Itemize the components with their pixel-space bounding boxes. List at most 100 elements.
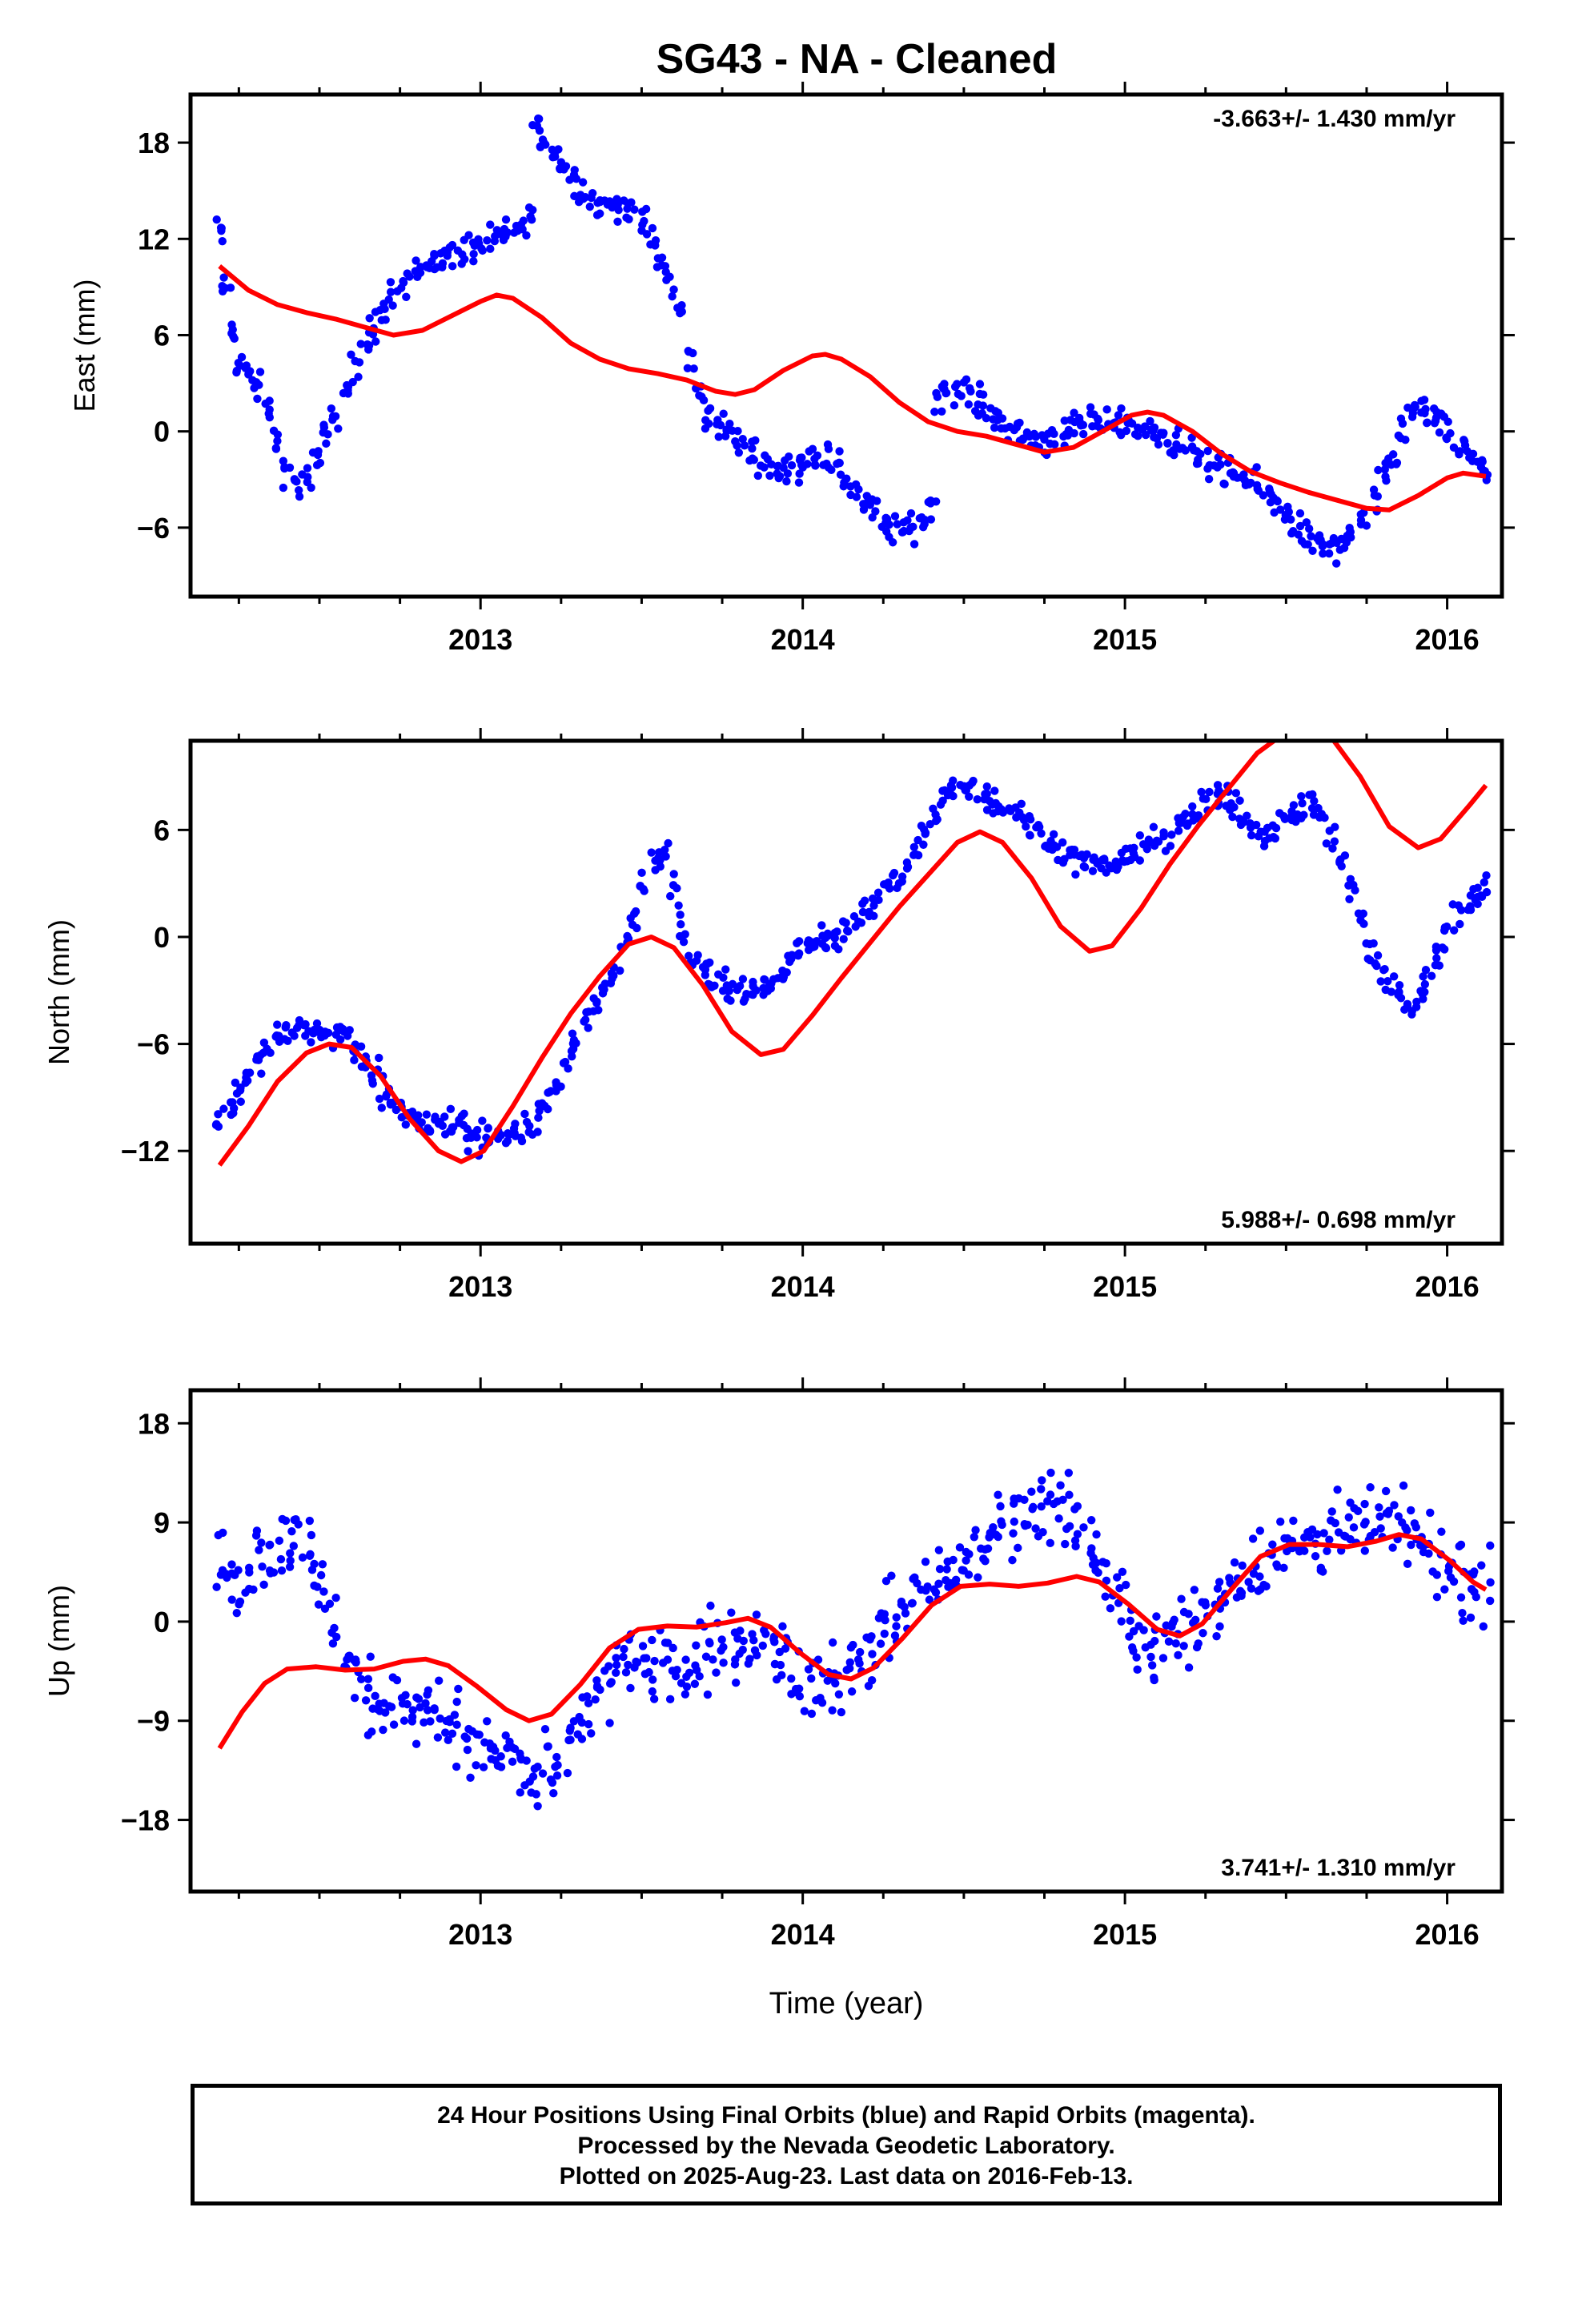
data-point bbox=[876, 1639, 885, 1648]
data-point bbox=[693, 1666, 701, 1675]
data-point bbox=[1114, 862, 1122, 871]
caption-box: 24 Hour Positions Using Final Orbits (bl… bbox=[191, 2084, 1502, 2205]
data-point bbox=[758, 1641, 767, 1651]
data-point bbox=[705, 404, 715, 413]
data-point bbox=[350, 1655, 359, 1665]
data-point bbox=[964, 400, 974, 409]
data-point bbox=[474, 239, 484, 248]
data-point bbox=[1114, 411, 1123, 420]
data-point bbox=[1247, 830, 1256, 840]
data-point bbox=[1037, 1502, 1046, 1511]
data-point bbox=[1466, 1613, 1476, 1622]
data-point bbox=[503, 1136, 512, 1146]
data-point bbox=[1093, 859, 1102, 868]
x-tick-label: 2016 bbox=[1415, 1270, 1480, 1303]
data-point bbox=[1215, 1578, 1224, 1586]
data-point bbox=[472, 1761, 480, 1770]
data-point bbox=[282, 1020, 291, 1030]
data-point bbox=[1423, 418, 1431, 427]
data-point bbox=[1046, 1490, 1055, 1499]
data-point bbox=[1202, 794, 1211, 804]
data-point bbox=[1396, 994, 1406, 1003]
data-point bbox=[955, 1543, 965, 1552]
data-point bbox=[325, 1599, 335, 1608]
data-point bbox=[1313, 1530, 1322, 1539]
data-point bbox=[592, 999, 601, 1007]
data-point bbox=[1330, 837, 1339, 846]
data-point bbox=[1432, 408, 1441, 416]
data-point bbox=[683, 364, 693, 372]
data-point bbox=[658, 1659, 668, 1667]
data-point bbox=[1014, 1543, 1022, 1553]
data-point bbox=[1102, 1576, 1111, 1586]
data-point bbox=[271, 444, 280, 452]
data-point bbox=[227, 329, 236, 338]
data-point bbox=[273, 430, 283, 439]
data-point bbox=[669, 881, 678, 890]
data-point bbox=[731, 437, 740, 446]
chart-title: SG43 - NA - Cleaned bbox=[656, 36, 1058, 82]
data-point bbox=[1438, 943, 1447, 952]
data-point bbox=[338, 1024, 347, 1034]
data-point bbox=[950, 382, 960, 392]
data-point bbox=[1037, 829, 1046, 838]
data-point bbox=[612, 1668, 620, 1677]
data-point bbox=[1456, 1540, 1466, 1550]
data-point bbox=[1420, 987, 1429, 996]
data-point bbox=[1396, 414, 1406, 423]
data-point bbox=[347, 350, 355, 360]
data-point bbox=[810, 454, 819, 464]
data-point bbox=[574, 197, 584, 207]
data-point bbox=[212, 1582, 221, 1591]
data-point bbox=[1075, 416, 1084, 426]
data-point bbox=[241, 364, 250, 372]
data-point bbox=[322, 439, 331, 448]
data-point bbox=[998, 414, 1007, 423]
data-point bbox=[934, 1579, 943, 1588]
data-point bbox=[245, 1568, 254, 1577]
x-tick-label: 2013 bbox=[448, 623, 512, 656]
data-point bbox=[1246, 818, 1255, 828]
data-point bbox=[1417, 396, 1426, 405]
data-point bbox=[479, 1763, 488, 1771]
data-point bbox=[812, 937, 821, 946]
data-point bbox=[560, 1057, 570, 1067]
data-point bbox=[258, 1562, 267, 1571]
data-point bbox=[279, 483, 288, 493]
data-point bbox=[648, 223, 657, 233]
data-point bbox=[1317, 810, 1326, 818]
data-point bbox=[717, 1635, 726, 1644]
data-point bbox=[1135, 830, 1145, 840]
data-point bbox=[420, 1718, 428, 1727]
data-point bbox=[689, 364, 698, 373]
data-point bbox=[226, 1098, 235, 1107]
data-point bbox=[949, 1555, 958, 1565]
data-point bbox=[1239, 470, 1248, 479]
data-point bbox=[1244, 1578, 1253, 1586]
data-point bbox=[933, 392, 942, 401]
data-point bbox=[839, 935, 848, 943]
data-point bbox=[249, 1585, 258, 1594]
panel-1: 2013 2014 2015 2016 −12 −6 0 6 North (mm) 5.988+/… bbox=[42, 728, 1515, 1303]
data-point bbox=[534, 115, 544, 123]
data-point bbox=[644, 1667, 653, 1677]
data-point bbox=[885, 533, 893, 541]
data-point bbox=[1419, 972, 1427, 981]
data-point bbox=[841, 919, 850, 927]
data-point bbox=[1203, 446, 1212, 456]
data-point bbox=[736, 1626, 745, 1635]
data-point bbox=[677, 920, 685, 929]
data-point bbox=[560, 165, 568, 174]
data-point bbox=[942, 1565, 951, 1574]
data-point bbox=[484, 1124, 492, 1133]
data-point bbox=[983, 1544, 993, 1553]
data-point bbox=[1046, 836, 1055, 846]
data-point bbox=[1140, 422, 1150, 431]
data-point bbox=[478, 1116, 487, 1125]
data-point bbox=[1319, 549, 1327, 558]
data-point bbox=[1025, 830, 1034, 839]
data-point bbox=[354, 372, 363, 381]
data-point bbox=[365, 314, 374, 323]
data-point bbox=[813, 1655, 823, 1664]
data-point bbox=[556, 158, 566, 167]
